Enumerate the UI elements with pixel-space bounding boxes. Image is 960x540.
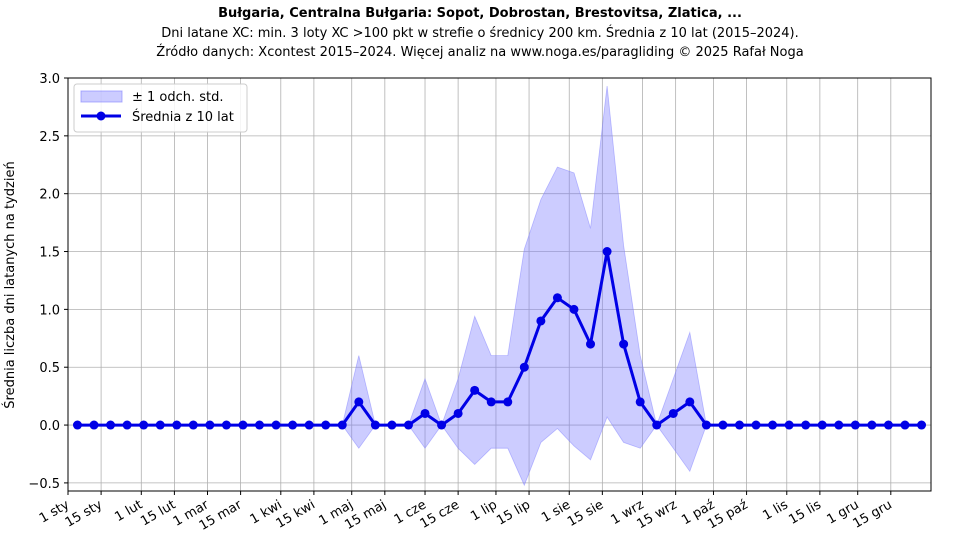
y-axis-label: Średnia liczba dni latanych na tydzień	[2, 161, 18, 408]
mean-point	[370, 420, 380, 430]
y-tick-label: −0.5	[28, 477, 60, 492]
mean-point	[834, 420, 844, 430]
mean-point	[420, 408, 430, 418]
mean-point	[734, 420, 744, 430]
mean-point	[205, 420, 215, 430]
y-tick-label: 1.5	[39, 246, 60, 261]
mean-point	[867, 420, 877, 430]
mean-point	[321, 420, 331, 430]
mean-point	[106, 420, 116, 430]
mean-point	[139, 420, 149, 430]
chart-subtitle-line-1: Dni latane XC: min. 3 loty XC >100 pkt w…	[161, 25, 799, 41]
legend-band-swatch	[80, 90, 123, 103]
mean-point	[652, 420, 662, 430]
mean-point	[701, 420, 711, 430]
mean-point	[437, 420, 447, 430]
chart-subtitle-line-2: Źródło danych: Xcontest 2015–2024. Więce…	[156, 44, 803, 60]
x-tick-label: 15 lip	[494, 497, 533, 528]
mean-point	[552, 293, 562, 303]
x-tick-label: 15 lis	[786, 497, 824, 527]
mean-point	[387, 420, 397, 430]
mean-point	[188, 420, 198, 430]
chart-title: Bułgaria, Centralna Bułgaria: Sopot, Dob…	[218, 6, 742, 21]
mean-point	[453, 408, 463, 418]
mean-point	[72, 420, 82, 430]
mean-point	[403, 420, 413, 430]
y-tick-label: 2.5	[39, 130, 60, 145]
mean-point	[586, 339, 596, 349]
mean-point	[503, 397, 513, 407]
x-tick-label: 15 sty	[63, 497, 106, 530]
y-tick-label: 0.5	[39, 361, 60, 376]
x-tick-label: 1 lip	[468, 497, 500, 524]
mean-point	[784, 420, 794, 430]
mean-point	[569, 304, 579, 314]
mean-point	[221, 420, 231, 430]
mean-point	[900, 420, 910, 430]
legend-box	[73, 83, 248, 133]
y-tick-label: 0.0	[39, 419, 60, 434]
mean-point	[122, 420, 132, 430]
mean-point	[850, 420, 860, 430]
mean-point	[883, 420, 893, 430]
std-band-layer	[77, 86, 922, 487]
x-tick-label: 15 kwi	[274, 497, 318, 531]
mean-point	[155, 420, 165, 430]
mean-point	[519, 362, 529, 372]
mean-point	[354, 397, 364, 407]
mean-point	[619, 339, 629, 349]
mean-point	[817, 420, 827, 430]
y-axis-ticks: −0.5 0.0 0.5 1.0 1.5 2.0 2.5 3.0	[28, 72, 68, 492]
std-band	[77, 86, 922, 487]
legend-line-label: Średnia z 10 lat	[132, 109, 234, 125]
y-tick-label: 2.0	[39, 188, 60, 203]
mean-point	[89, 420, 99, 430]
mean-point	[718, 420, 728, 430]
mean-point	[768, 420, 778, 430]
legend-band-label: ± 1 odch. std.	[132, 90, 224, 105]
mean-point	[486, 397, 496, 407]
x-tick-label: 1 lis	[760, 497, 791, 523]
mean-point	[536, 316, 546, 326]
y-tick-label: 3.0	[39, 72, 60, 87]
mean-line-layer	[72, 247, 927, 430]
legend: ± 1 odch. std. Średnia z 10 lat	[73, 83, 248, 133]
mean-point	[801, 420, 811, 430]
mean-point	[751, 420, 761, 430]
plot-frame	[67, 77, 932, 492]
legend-marker-swatch	[96, 111, 106, 121]
mean-point	[917, 420, 927, 430]
mean-line	[77, 250, 922, 427]
mean-point	[668, 408, 678, 418]
mean-point	[304, 420, 314, 430]
mean-point	[288, 420, 298, 430]
x-tick-label: 15 lut	[138, 497, 178, 529]
mean-point	[685, 397, 695, 407]
y-tick-label: 1.0	[39, 303, 60, 318]
mean-point	[602, 247, 612, 257]
mean-point	[470, 385, 480, 395]
mean-point	[635, 397, 645, 407]
mean-point	[238, 420, 248, 430]
mean-point	[172, 420, 182, 430]
x-tick-label: 15 sie	[565, 497, 606, 530]
mean-point	[337, 420, 347, 430]
mean-point	[271, 420, 281, 430]
mean-point	[255, 420, 265, 430]
